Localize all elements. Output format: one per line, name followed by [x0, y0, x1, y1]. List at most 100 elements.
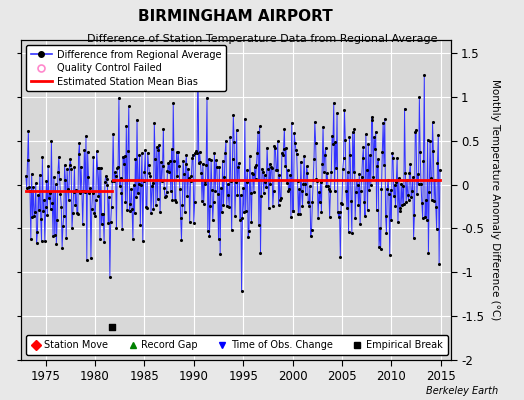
Point: [369, 173, 377, 180]
Point: [288, 120, 296, 126]
Point: [358, 155, 367, 161]
Point: [309, 177, 318, 184]
Point: [430, 198, 439, 204]
Point: [237, 288, 246, 294]
Point: [161, 194, 169, 200]
Point: [40, 197, 48, 203]
Point: [167, 146, 176, 152]
Point: [73, 210, 81, 216]
Point: [305, 203, 313, 209]
Point: [350, 169, 358, 176]
Point: [415, 94, 423, 100]
Point: [223, 202, 231, 209]
Point: [388, 150, 396, 156]
Point: [219, 158, 227, 164]
Point: [386, 186, 395, 193]
Point: [128, 206, 136, 212]
Point: [252, 162, 260, 169]
Point: [314, 214, 322, 221]
Point: [258, 166, 266, 172]
Point: [425, 189, 433, 195]
Point: [421, 214, 429, 220]
Point: [333, 110, 341, 116]
Point: [354, 202, 363, 209]
Point: [33, 229, 41, 236]
Point: [164, 160, 172, 166]
Point: [121, 153, 129, 159]
Point: [405, 170, 413, 176]
Point: [68, 225, 76, 231]
Point: [318, 161, 326, 168]
Point: [285, 188, 293, 194]
Point: [34, 192, 42, 198]
Point: [63, 166, 71, 173]
Point: [94, 192, 103, 199]
Point: [26, 188, 34, 195]
Point: [31, 180, 40, 186]
Point: [261, 179, 270, 186]
Point: [357, 188, 365, 194]
Point: [278, 150, 286, 156]
Point: [83, 256, 91, 263]
Point: [344, 168, 352, 175]
Point: [135, 180, 143, 187]
Point: [21, 172, 30, 179]
Point: [291, 140, 299, 146]
Point: [185, 219, 194, 225]
Point: [337, 200, 345, 206]
Point: [253, 150, 261, 156]
Point: [220, 174, 228, 180]
Point: [247, 218, 256, 225]
Point: [165, 168, 173, 175]
Point: [154, 196, 162, 202]
Point: [276, 196, 285, 203]
Text: Difference of Station Temperature Data from Regional Average: Difference of Station Temperature Data f…: [87, 34, 437, 44]
Point: [38, 154, 47, 160]
Point: [91, 212, 99, 219]
Point: [379, 120, 387, 126]
Point: [150, 120, 158, 126]
Point: [418, 200, 426, 206]
Point: [211, 188, 220, 194]
Point: [60, 213, 68, 220]
Point: [420, 72, 429, 78]
Point: [93, 164, 102, 171]
Point: [49, 233, 57, 240]
Point: [402, 198, 410, 205]
Point: [275, 172, 283, 178]
Point: [113, 165, 122, 171]
Point: [187, 173, 195, 180]
Point: [396, 205, 404, 211]
Point: [283, 167, 292, 174]
Point: [279, 152, 287, 158]
Point: [200, 201, 208, 207]
Point: [271, 145, 279, 152]
Point: [364, 141, 373, 147]
Point: [375, 244, 383, 250]
Point: [419, 158, 428, 164]
Point: [106, 219, 115, 225]
Point: [305, 183, 314, 190]
Point: [295, 186, 303, 192]
Point: [75, 140, 84, 146]
Point: [138, 150, 146, 156]
Point: [313, 178, 322, 184]
Point: [54, 168, 62, 175]
Point: [311, 139, 320, 146]
Point: [285, 186, 293, 192]
Point: [125, 103, 133, 110]
Point: [27, 171, 36, 177]
Point: [206, 203, 214, 209]
Point: [244, 234, 253, 240]
Point: [210, 199, 218, 206]
Point: [376, 246, 385, 253]
Point: [48, 199, 57, 206]
Point: [163, 168, 172, 174]
Point: [180, 170, 188, 177]
Point: [376, 225, 384, 231]
Point: [134, 190, 142, 196]
Point: [130, 210, 139, 216]
Point: [189, 151, 197, 158]
Point: [417, 181, 425, 187]
Point: [78, 188, 86, 194]
